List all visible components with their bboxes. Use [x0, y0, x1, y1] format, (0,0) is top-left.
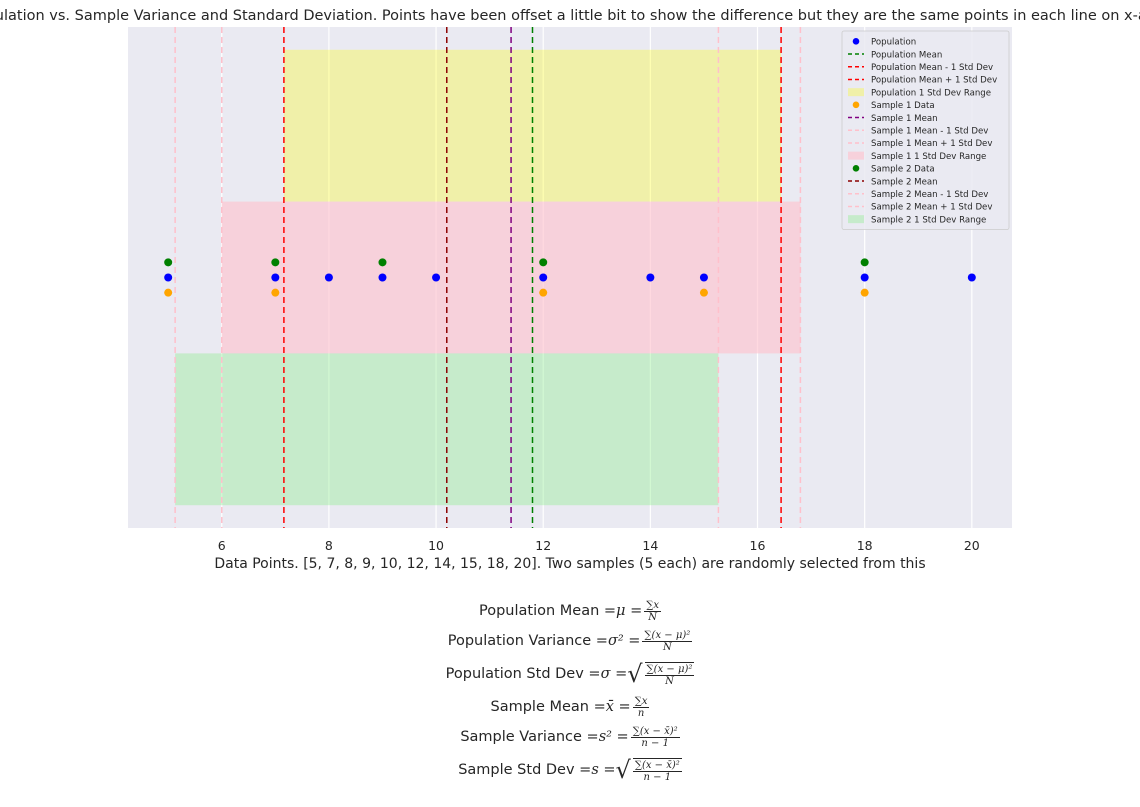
- x-tick-label: 16: [750, 538, 766, 553]
- point-sample-2-data: [378, 258, 387, 267]
- formula-fraction: ∑(x − μ)² N: [642, 629, 693, 653]
- formula-fraction: ∑(x − x̄)² n − 1: [632, 757, 682, 783]
- formula-numerator: ∑(x − μ)²: [644, 663, 695, 676]
- legend-marker: [852, 101, 860, 109]
- legend-label: Sample 2 Data: [871, 165, 935, 175]
- legend-label: Sample 1 Mean + 1 Std Dev: [871, 139, 992, 149]
- formula-label: Sample Variance =: [460, 729, 599, 745]
- legend-label: Sample 2 Mean - 1 Std Dev: [871, 190, 988, 200]
- point-population: [271, 273, 280, 282]
- legend-label: Sample 2 1 Std Dev Range: [871, 215, 986, 225]
- legend-marker: [848, 151, 864, 160]
- sqrt-symbol: √ ∑(x − x̄)² n − 1: [615, 756, 682, 784]
- point-population: [860, 273, 869, 282]
- point-sample-1-data: [860, 288, 869, 297]
- legend-label: Sample 2 Mean: [871, 177, 938, 187]
- x-tick-label: 20: [964, 538, 980, 553]
- formula-block: Population Mean = μ = ∑x N Population Var…: [0, 596, 1140, 788]
- point-sample-2-data: [539, 258, 548, 267]
- formula-numerator: ∑(x − x̄)²: [630, 725, 680, 738]
- legend-label: Sample 2 Mean + 1 Std Dev: [871, 203, 992, 213]
- point-sample-1-data: [699, 288, 708, 297]
- radical-sign: √: [627, 660, 643, 688]
- legend-label: Sample 1 Mean - 1 Std Dev: [871, 126, 988, 136]
- point-sample-1-data: [271, 288, 280, 297]
- formula-population-mean: Population Mean = μ = ∑x N: [0, 596, 1140, 626]
- point-population: [699, 273, 708, 282]
- legend-box: [841, 30, 1010, 230]
- point-population: [967, 273, 976, 282]
- formula-denominator: n − 1: [641, 737, 669, 749]
- point-population: [432, 273, 441, 282]
- legend-label: Sample 1 Mean: [871, 114, 938, 124]
- sqrt-symbol: √ ∑(x − μ)² N: [627, 660, 695, 688]
- x-tick-label: 12: [535, 538, 551, 553]
- x-axis-label: Data Points. [5, 7, 8, 9, 10, 12, 14, 15…: [214, 556, 925, 572]
- formula-label: Sample Std Dev =: [458, 762, 592, 778]
- x-tick-label: 18: [857, 538, 873, 553]
- legend-marker: [852, 165, 860, 172]
- legend-label: Population 1 Std Dev Range: [871, 88, 991, 98]
- legend-marker: [852, 38, 860, 45]
- formula-symbol: x̄ =: [605, 699, 631, 715]
- formula-population-variance: Population Variance = σ² = ∑(x − μ)² N: [0, 626, 1140, 656]
- point-population: [324, 273, 333, 282]
- formula-denominator: n − 1: [643, 771, 672, 783]
- x-tick-label: 14: [642, 538, 658, 553]
- point-sample-2-data: [860, 258, 869, 267]
- legend-marker: [848, 88, 864, 97]
- formula-population-std-dev: Population Std Dev = σ = √ ∑(x − μ)² N: [0, 656, 1140, 692]
- x-tick-label: 10: [428, 538, 444, 553]
- legend-label: Sample 1 1 Std Dev Range: [871, 152, 986, 162]
- point-population: [646, 273, 655, 282]
- formula-numerator: ∑x: [632, 695, 650, 708]
- formula-denominator: N: [665, 675, 674, 687]
- formula-fraction: ∑(x − μ)² N: [644, 661, 695, 687]
- formula-symbol: σ² =: [607, 633, 641, 649]
- point-sample-2-data: [164, 258, 173, 267]
- formula-numerator: ∑x: [644, 599, 662, 612]
- legend-label: Population Mean - 1 Std Dev: [871, 63, 993, 73]
- formula-sample-std-dev: Sample Std Dev = s = √ ∑(x − x̄)² n − 1: [0, 752, 1140, 788]
- legend-label: Population Mean + 1 Std Dev: [871, 76, 997, 86]
- formula-sample-variance: Sample Variance = s² = ∑(x − x̄)² n − 1: [0, 722, 1140, 752]
- chart-svg: Population vs. Sample Variance and Stand…: [0, 8, 1140, 572]
- x-tick-label: 8: [325, 538, 333, 553]
- point-population: [539, 273, 548, 282]
- legend-label: Population: [871, 38, 916, 48]
- formula-label: Population Variance =: [447, 633, 608, 649]
- formula-label: Population Mean =: [478, 603, 617, 619]
- formula-numerator: ∑(x − μ)²: [642, 629, 693, 642]
- x-tick-label: 6: [218, 538, 226, 553]
- formula-symbol: s² =: [598, 729, 629, 745]
- point-population: [378, 273, 387, 282]
- point-sample-1-data: [539, 288, 548, 297]
- formula-numerator: ∑(x − x̄)²: [632, 759, 682, 772]
- formula-denominator: N: [648, 611, 657, 623]
- formula-label: Population Std Dev =: [445, 666, 601, 682]
- band-population-1-std-dev-range: [283, 49, 782, 202]
- formula-symbol: μ =: [616, 603, 643, 619]
- formula-symbol: σ =: [600, 666, 628, 682]
- formula-label: Sample Mean =: [490, 699, 606, 715]
- formula-fraction: ∑(x − x̄)² n − 1: [630, 725, 680, 749]
- formula-sample-mean: Sample Mean = x̄ = ∑x n: [0, 692, 1140, 722]
- legend-marker: [848, 215, 864, 224]
- point-sample-1-data: [164, 288, 173, 297]
- chart-title: Population vs. Sample Variance and Stand…: [0, 8, 1140, 24]
- formula-fraction: ∑x N: [644, 599, 662, 623]
- legend-label: Population Mean: [871, 50, 942, 60]
- formula-denominator: N: [662, 641, 672, 653]
- legend-label: Sample 1 Data: [871, 101, 935, 111]
- formula-symbol: s =: [591, 762, 616, 778]
- point-sample-2-data: [271, 258, 280, 267]
- radical-sign: √: [615, 756, 631, 784]
- formula-denominator: n: [637, 707, 645, 719]
- point-population: [164, 273, 173, 282]
- formula-fraction: ∑x n: [632, 695, 650, 719]
